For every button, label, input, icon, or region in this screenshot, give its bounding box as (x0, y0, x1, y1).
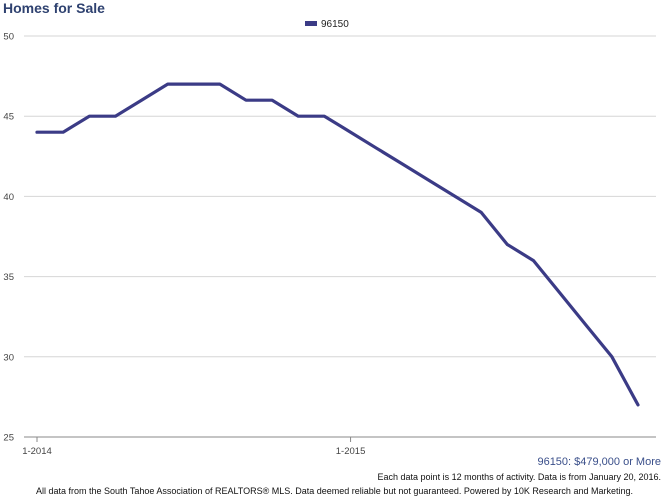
series-line-96150 (35, 82, 640, 407)
legend-swatch-96150 (305, 21, 317, 26)
axes (24, 436, 656, 442)
legend: 96150 (305, 19, 349, 30)
series-lines (35, 82, 640, 407)
y-tick-label-45: 45 (3, 112, 14, 123)
y-tick-label-30: 30 (3, 352, 14, 363)
y-tick-labels: 25 30 35 40 45 50 (3, 32, 14, 444)
x-tick-label-1-2014: 1-2014 (22, 446, 52, 457)
data-note: Each data point is 12 months of activity… (377, 472, 661, 482)
y-tick-label-25: 25 (3, 433, 14, 444)
y-tick-label-40: 40 (3, 192, 14, 203)
source-disclaimer: All data from the South Tahoe Associatio… (36, 486, 633, 496)
x-tick-label-1-2015: 1-2015 (336, 446, 366, 457)
legend-label-96150: 96150 (321, 19, 349, 30)
grid-lines (24, 35, 656, 358)
y-tick-label-35: 35 (3, 272, 14, 283)
x-tick-labels: 1-2014 1-2015 (22, 446, 365, 457)
chart-subtitle: 96150: $479,000 or More (537, 456, 661, 468)
y-tick-label-50: 50 (3, 32, 14, 43)
chart-title: Homes for Sale (3, 0, 105, 16)
